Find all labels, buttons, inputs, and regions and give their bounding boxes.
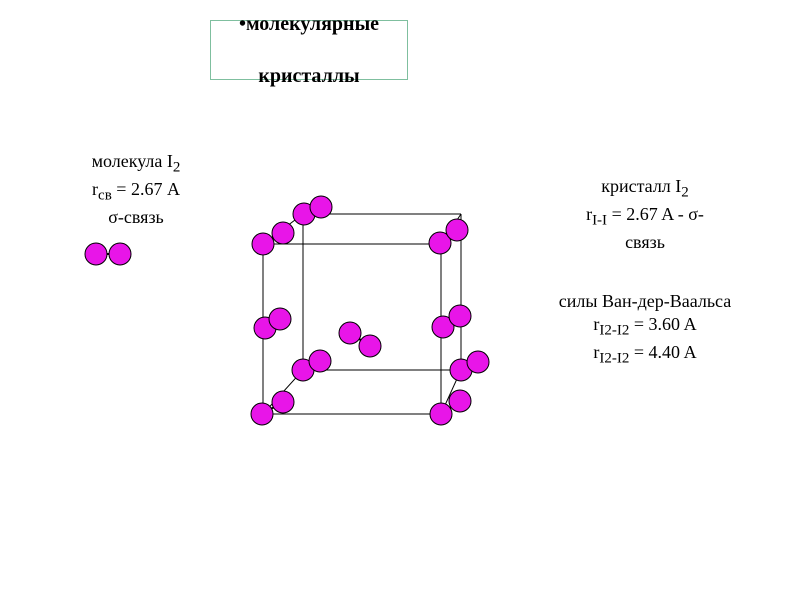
atom-icon bbox=[339, 322, 361, 344]
atom-icon bbox=[310, 196, 332, 218]
atom-icon bbox=[252, 233, 274, 255]
atom-icon bbox=[272, 222, 294, 244]
atom-icon bbox=[359, 335, 381, 357]
atom-icon bbox=[269, 308, 291, 330]
atom-icon bbox=[85, 243, 107, 265]
atom-icon bbox=[251, 403, 273, 425]
atom-icon bbox=[467, 351, 489, 373]
atom-icon bbox=[272, 391, 294, 413]
crystal-diagram bbox=[0, 0, 800, 600]
atom-icon bbox=[309, 350, 331, 372]
atom-icon bbox=[449, 390, 471, 412]
atom-icon bbox=[430, 403, 452, 425]
atom-icon bbox=[109, 243, 131, 265]
atom-icon bbox=[449, 305, 471, 327]
atom-icon bbox=[446, 219, 468, 241]
atoms-group bbox=[85, 196, 489, 425]
